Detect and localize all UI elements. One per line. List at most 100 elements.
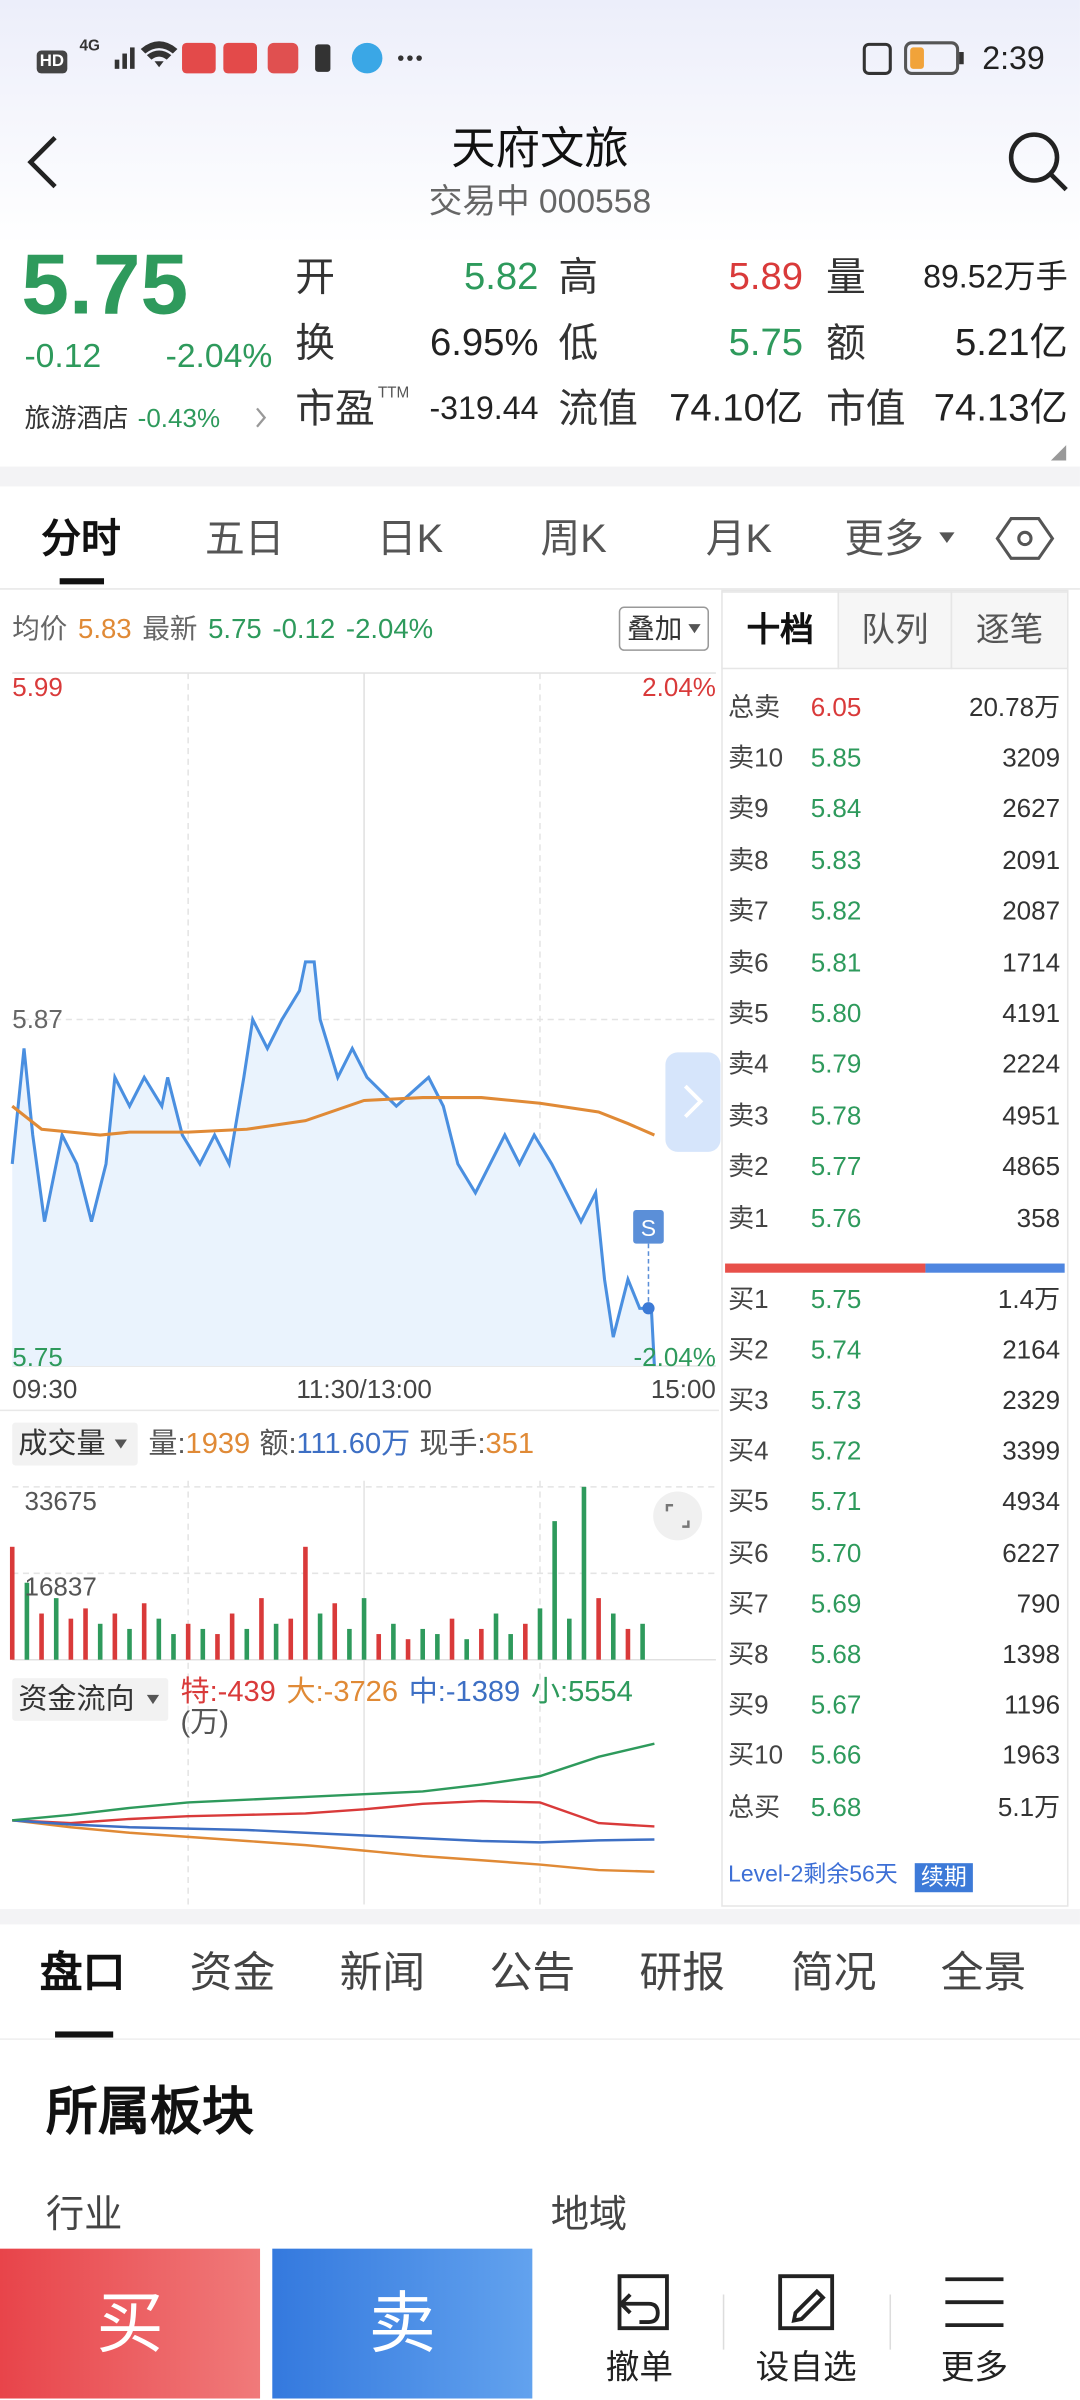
order-price: 5.68 [810, 1792, 862, 1822]
order-volume: 358 [1016, 1203, 1061, 1233]
order-price: 5.81 [810, 947, 862, 977]
volume-item-value: 111.60万 [296, 1427, 411, 1461]
volume-bar [24, 1582, 30, 1660]
order-level: 卖4 [728, 1049, 769, 1079]
fund-legend-item: 中:-1389 [409, 1677, 521, 1706]
chart-tab[interactable]: 五日 [204, 515, 285, 562]
x-tick-label: 11:30/13:00 [296, 1374, 432, 1404]
volume-bar [53, 1598, 59, 1660]
legend-avg: 5.83 [78, 613, 132, 645]
last-price: 5.75 [21, 235, 189, 332]
order-volume: 4951 [1002, 1100, 1061, 1130]
settings-hexagon[interactable] [995, 517, 1055, 560]
buy-label[interactable]: 买 [96, 2286, 164, 2362]
volume-item: 现手:351 [419, 1430, 534, 1459]
stat-value: 5.21亿 [955, 320, 1068, 364]
order-volume: 1196 [1004, 1690, 1061, 1720]
action-label[interactable]: 撤单 [605, 2348, 674, 2387]
volume-bar [596, 1598, 601, 1660]
legend-value: -2.04% [345, 613, 434, 645]
volume-bar [83, 1608, 88, 1660]
order-level: 买4 [728, 1436, 769, 1466]
detail-tab[interactable]: 新闻 [339, 1948, 426, 1997]
order-level: 卖8 [728, 845, 769, 875]
chart-tab[interactable]: 月K [705, 515, 772, 562]
price-area [12, 961, 655, 1367]
volume-item-label: 量: [148, 1427, 186, 1461]
volume-bar [449, 1618, 455, 1660]
expand-panel-tab[interactable] [665, 1052, 721, 1152]
fullscreen-button[interactable] [653, 1491, 703, 1541]
volume-bar [640, 1623, 645, 1660]
chart-tab[interactable]: 周K [540, 515, 607, 562]
buy-button[interactable] [0, 2248, 261, 2399]
action-label[interactable]: 更多 [940, 2348, 1009, 2387]
overlay-button [618, 606, 710, 651]
order-price: 5.69 [810, 1588, 862, 1618]
intraday-legend: 均价 5.83 最新 5.75 -0.12 -2.04% [12, 615, 433, 643]
fund-line [12, 1819, 655, 1873]
active-detail-indicator [55, 2031, 114, 2038]
sector-name: 旅游酒店 [24, 403, 129, 433]
search-button[interactable] [1008, 132, 1068, 192]
order-book-tab[interactable]: 十档 [746, 610, 814, 649]
y-tick-label: 5.99 [12, 672, 63, 702]
volume-menu-label[interactable]: 成交量 [18, 1427, 106, 1461]
volume-bar [552, 1521, 557, 1660]
order-price: 5.68 [810, 1639, 862, 1669]
status-icons [114, 41, 964, 75]
order-volume: 3399 [1002, 1436, 1061, 1466]
order-volume: 5.1万 [997, 1792, 1061, 1822]
order-volume: 3209 [1002, 743, 1061, 773]
volume-item-value: 351 [485, 1427, 535, 1461]
stat-value: 5.75 [728, 320, 804, 364]
order-price: 5.76 [810, 1203, 862, 1233]
order-volume: 2627 [1002, 794, 1061, 824]
volume-bar [185, 1623, 191, 1660]
renew-button[interactable]: 续期 [914, 1862, 973, 1892]
fund-line [12, 1819, 655, 1844]
overlay-label[interactable]: 叠加 [627, 613, 683, 645]
stock-name: 天府文旅 [451, 124, 629, 174]
chart-tab[interactable]: 日K [376, 515, 444, 562]
order-level: 卖9 [728, 794, 769, 824]
order-volume: 2091 [1002, 845, 1061, 875]
volume-bar [273, 1623, 279, 1660]
sell-label[interactable]: 卖 [368, 2286, 436, 2362]
signal-badge [633, 1209, 664, 1244]
detail-tab[interactable]: 简况 [790, 1948, 877, 1997]
stock-subtitle: 交易中 000558 [429, 184, 651, 219]
volume-bar [361, 1598, 367, 1660]
volume-bar [405, 1639, 411, 1660]
back-button[interactable] [27, 136, 57, 189]
stat-value: 74.13亿 [933, 386, 1068, 430]
order-price: 5.73 [810, 1385, 862, 1415]
stat-label: 量 [826, 253, 866, 300]
order-price: 5.66 [810, 1741, 862, 1771]
order-level: 买8 [728, 1639, 769, 1669]
volume-legend: 量:1939 额:111.60万 现手:351 [148, 1430, 534, 1459]
detail-tab[interactable]: 全景 [940, 1948, 1027, 1997]
detail-tab[interactable]: 公告 [489, 1948, 576, 1997]
fund-menu-label[interactable]: 资金流向 [18, 1683, 135, 1716]
order-level: 买6 [728, 1538, 769, 1568]
order-book-tab[interactable]: 逐笔 [975, 610, 1044, 649]
volume-bar [127, 1628, 132, 1660]
volume-bar [317, 1613, 323, 1660]
price-line [10, 960, 656, 1367]
legend-value: -0.12 [272, 613, 336, 645]
volume-bar [508, 1634, 513, 1660]
detail-tab[interactable]: 研报 [639, 1948, 726, 1997]
detail-tab[interactable]: 资金 [189, 1948, 276, 1997]
sell-button[interactable] [272, 2248, 533, 2399]
order-book-tab[interactable]: 队列 [861, 610, 929, 649]
chart-tab[interactable]: 分时 [41, 515, 121, 562]
action-label[interactable]: 设自选 [755, 2348, 857, 2387]
detail-tab[interactable]: 盘口 [39, 1948, 126, 1997]
stat-value: -319.44 [429, 390, 539, 427]
chart-tab[interactable]: 更多 [844, 515, 924, 562]
fund-legend-value: -1389 [445, 1675, 521, 1708]
volume-item-value: 1939 [185, 1427, 251, 1461]
y-tick-label: 33675 [24, 1486, 97, 1516]
status-time: 2:39 [982, 40, 1045, 76]
